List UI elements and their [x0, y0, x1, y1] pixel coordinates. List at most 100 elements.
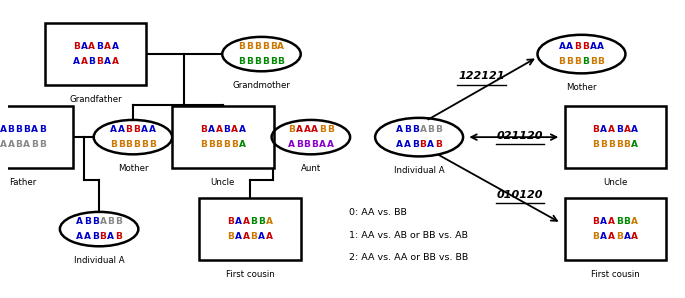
Text: B: B: [258, 217, 265, 226]
Text: A: A: [81, 57, 88, 66]
Text: A: A: [311, 125, 319, 134]
Text: B: B: [223, 125, 230, 134]
Text: B: B: [288, 125, 295, 134]
Text: A: A: [396, 140, 403, 149]
Text: B: B: [223, 140, 230, 149]
Text: B: B: [118, 140, 125, 149]
Bar: [45, 23, 147, 85]
Text: B: B: [435, 125, 442, 134]
Text: Uncle: Uncle: [603, 178, 627, 187]
Text: B: B: [296, 140, 303, 149]
Text: A: A: [73, 57, 79, 66]
Text: B: B: [231, 140, 238, 149]
Text: Uncle: Uncle: [211, 178, 235, 187]
Text: A: A: [76, 232, 83, 241]
Bar: [564, 198, 666, 260]
Text: A: A: [242, 232, 249, 241]
Text: B: B: [582, 57, 589, 66]
Text: A: A: [600, 217, 607, 226]
Text: A: A: [404, 140, 411, 149]
Text: A: A: [632, 140, 638, 149]
Bar: [199, 198, 301, 260]
Text: B: B: [623, 217, 630, 226]
Text: A: A: [141, 125, 148, 134]
Text: A: A: [216, 125, 223, 134]
Text: 2: AA vs. AA or BB vs. BB: 2: AA vs. AA or BB vs. BB: [349, 253, 469, 262]
Text: 010120: 010120: [497, 190, 543, 200]
Text: A: A: [623, 125, 630, 134]
Text: B: B: [262, 57, 269, 66]
Text: A: A: [419, 125, 427, 134]
Text: A: A: [327, 140, 334, 149]
Text: A: A: [108, 232, 114, 241]
Text: A: A: [118, 125, 125, 134]
Text: B: B: [251, 217, 258, 226]
Text: A: A: [242, 217, 249, 226]
Text: A: A: [104, 42, 111, 51]
Text: B: B: [600, 140, 607, 149]
Text: B: B: [319, 125, 326, 134]
Text: B: B: [96, 57, 103, 66]
Text: B: B: [582, 42, 589, 51]
Bar: [172, 106, 273, 168]
Text: A: A: [608, 232, 615, 241]
Text: 122121: 122121: [458, 71, 505, 81]
Text: A: A: [396, 125, 403, 134]
Text: B: B: [593, 125, 599, 134]
Text: A: A: [0, 125, 7, 134]
Text: A: A: [597, 42, 604, 51]
Text: A: A: [23, 140, 30, 149]
Text: B: B: [590, 57, 597, 66]
Text: B: B: [251, 232, 258, 241]
Text: A: A: [558, 42, 566, 51]
Text: B: B: [616, 232, 623, 241]
Text: A: A: [84, 232, 91, 241]
Text: B: B: [96, 42, 103, 51]
Text: A: A: [600, 125, 607, 134]
Text: A: A: [99, 217, 106, 226]
Text: A: A: [319, 140, 326, 149]
Text: B: B: [88, 57, 95, 66]
Text: Aunt: Aunt: [301, 164, 321, 173]
Text: Grandfather: Grandfather: [69, 95, 122, 104]
Text: B: B: [38, 125, 45, 134]
Text: A: A: [235, 217, 242, 226]
Text: A: A: [277, 42, 284, 51]
Text: B: B: [200, 125, 207, 134]
Text: A: A: [235, 232, 242, 241]
Text: B: B: [92, 232, 99, 241]
Text: B: B: [73, 42, 79, 51]
Text: A: A: [239, 140, 246, 149]
Text: B: B: [303, 140, 310, 149]
Text: B: B: [227, 217, 234, 226]
Text: B: B: [412, 140, 419, 149]
Text: First cousin: First cousin: [225, 270, 275, 279]
Text: Grandmother: Grandmother: [232, 81, 290, 90]
Text: B: B: [270, 57, 277, 66]
Text: B: B: [597, 57, 604, 66]
Text: A: A: [296, 125, 303, 134]
Text: A: A: [112, 42, 119, 51]
Text: A: A: [632, 232, 638, 241]
Text: B: B: [327, 125, 334, 134]
Text: B: B: [134, 125, 140, 134]
Text: B: B: [558, 57, 565, 66]
Text: B: B: [608, 140, 615, 149]
Text: A: A: [427, 140, 434, 149]
Text: B: B: [110, 140, 117, 149]
Text: A: A: [288, 140, 295, 149]
Text: B: B: [254, 57, 261, 66]
Text: Mother: Mother: [118, 164, 148, 173]
Text: A: A: [258, 232, 265, 241]
Text: B: B: [115, 232, 122, 241]
Text: A: A: [110, 125, 117, 134]
Text: A: A: [81, 42, 88, 51]
Text: B: B: [616, 140, 623, 149]
Text: B: B: [574, 42, 581, 51]
Text: B: B: [99, 232, 106, 241]
Text: A: A: [303, 125, 310, 134]
Text: B: B: [311, 140, 319, 149]
Text: B: B: [15, 140, 22, 149]
Text: B: B: [616, 125, 623, 134]
Text: A: A: [149, 125, 156, 134]
